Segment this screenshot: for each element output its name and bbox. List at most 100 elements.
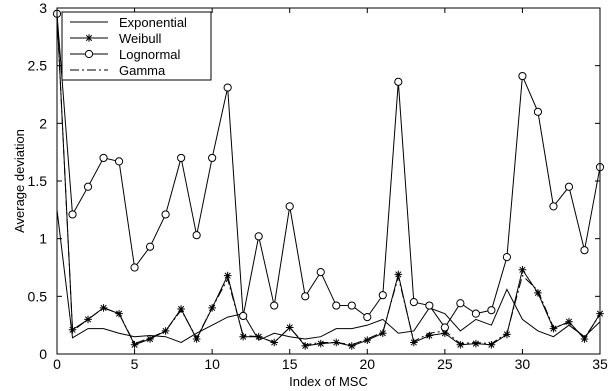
data-point-weibull <box>472 339 480 348</box>
data-point-weibull <box>394 270 403 279</box>
data-point-weibull-shape <box>161 327 170 335</box>
data-point-lognormal <box>549 202 558 211</box>
data-point-lognormal <box>332 301 341 310</box>
data-point-weibull <box>347 342 356 350</box>
data-point-weibull <box>68 325 77 334</box>
data-point-lognormal <box>270 301 279 310</box>
data-point-weibull <box>301 342 310 350</box>
data-point-lognormal <box>394 77 403 86</box>
data-point-lognormal <box>145 242 155 251</box>
data-point-lognormal <box>130 263 139 272</box>
y-tick-label: 3 <box>39 0 47 16</box>
data-point-weibull-shape <box>549 324 558 333</box>
data-point-weibull-shape <box>487 340 496 349</box>
data-point-weibull <box>130 340 139 349</box>
data-point-weibull <box>146 335 154 343</box>
data-point-lognormal <box>440 323 449 332</box>
y-tick-label: 2.5 <box>28 58 48 74</box>
data-point-weibull <box>549 324 558 333</box>
data-point-weibull-shape <box>518 266 527 274</box>
data-point-weibull <box>425 331 434 340</box>
data-point-weibull <box>565 317 573 326</box>
y-tick-label: 1 <box>39 231 47 247</box>
data-point-lognormal <box>363 312 372 322</box>
data-point-lognormal <box>378 291 387 300</box>
data-point-weibull-shape <box>472 339 480 348</box>
data-point-lognormal <box>487 306 496 315</box>
y-tick-label: 0 <box>39 346 47 362</box>
data-point-lognormal <box>114 157 124 166</box>
data-point-weibull <box>161 327 170 335</box>
data-point-lognormal <box>580 246 589 255</box>
data-point-weibull <box>192 335 201 343</box>
data-point-lognormal <box>68 210 77 219</box>
data-point-weibull-shape <box>425 331 434 340</box>
data-point-weibull-shape <box>130 340 139 349</box>
data-point-lognormal <box>223 83 232 92</box>
legend-marker-weibull-shape <box>85 34 93 42</box>
data-point-lognormal <box>533 107 543 116</box>
data-point-lognormal <box>192 231 201 240</box>
data-point-weibull <box>503 330 511 339</box>
x-tick-label: 10 <box>204 356 220 372</box>
x-tick-label: 25 <box>437 356 453 372</box>
data-point-lognormal <box>564 182 574 191</box>
data-point-lognormal <box>502 253 512 262</box>
data-point-weibull-shape <box>441 329 449 338</box>
y-axis-label: Average deviation <box>12 129 27 233</box>
marks-layer <box>52 9 605 350</box>
data-point-weibull-shape <box>192 335 201 343</box>
data-point-lognormal <box>99 153 108 163</box>
data-point-weibull <box>379 329 387 338</box>
data-point-lognormal <box>208 153 217 163</box>
data-point-weibull <box>332 338 341 347</box>
data-point-weibull-shape <box>254 332 263 341</box>
data-point-lognormal <box>301 292 310 301</box>
data-point-weibull-shape <box>316 339 325 348</box>
series-line-gamma <box>56 13 601 346</box>
data-point-weibull-shape <box>301 342 310 350</box>
data-point-weibull <box>115 309 123 318</box>
data-point-weibull-shape <box>534 289 542 297</box>
data-point-weibull-shape <box>146 335 154 343</box>
data-point-weibull <box>223 271 232 280</box>
data-point-weibull-shape <box>239 332 247 341</box>
x-tick-label: 20 <box>359 356 375 372</box>
x-tick-label: 15 <box>282 356 298 372</box>
legend-item-lognormal: Lognormal <box>70 47 181 62</box>
data-point-weibull-shape <box>456 340 465 349</box>
data-point-weibull-shape <box>68 325 77 334</box>
data-point-lognormal <box>409 298 418 307</box>
x-tick-label: 30 <box>515 356 531 372</box>
data-point-weibull <box>99 304 108 312</box>
data-point-weibull <box>441 329 449 338</box>
data-point-weibull-shape <box>503 330 511 339</box>
data-point-lognormal <box>518 71 527 81</box>
data-point-lognormal <box>285 202 294 211</box>
data-point-weibull <box>239 332 247 341</box>
data-point-lognormal <box>254 232 263 241</box>
data-point-weibull-shape <box>394 270 403 279</box>
data-point-lognormal <box>239 311 248 321</box>
x-tick-label: 5 <box>131 356 139 372</box>
data-point-weibull-shape <box>565 317 573 326</box>
data-point-weibull-shape <box>580 335 589 343</box>
data-point-weibull <box>518 266 527 274</box>
data-point-weibull-shape <box>410 338 418 347</box>
legend-marker-weibull <box>85 34 93 42</box>
data-point-weibull <box>410 338 418 347</box>
data-point-weibull <box>456 340 465 349</box>
legend-box <box>61 11 212 81</box>
legend-marker-lognormal <box>84 49 94 59</box>
data-point-weibull <box>254 332 263 341</box>
x-axis-label: Index of MSC <box>289 374 368 389</box>
data-point-lognormal <box>83 182 93 191</box>
data-point-weibull-shape <box>177 305 185 313</box>
series-line-weibull <box>56 13 601 347</box>
y-tick-label: 2 <box>39 115 47 131</box>
legend-item-weibull: Weibull <box>70 31 162 46</box>
data-point-lognormal <box>456 299 465 308</box>
